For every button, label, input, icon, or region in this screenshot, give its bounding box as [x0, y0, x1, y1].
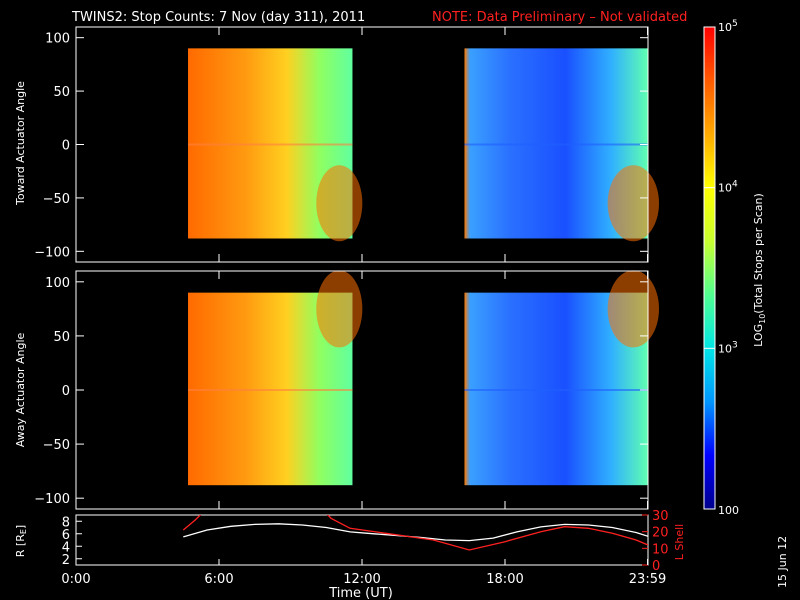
high-count-region	[316, 165, 363, 242]
y-tick-label: 0	[62, 384, 70, 399]
ylabel-radius: R [RE]	[14, 525, 28, 557]
colorbar-label-base: LOG	[752, 324, 765, 347]
panel-toward-heatmap: 100 50 0 −50 −100	[34, 26, 660, 263]
y-tick-label-left: 2	[62, 553, 70, 568]
colorbar-tick-exp: 3	[732, 340, 738, 350]
x-tick-label: 6:00	[204, 572, 233, 587]
colorbar-tick-label: 104	[718, 180, 738, 195]
y-tick-label: −50	[43, 438, 70, 453]
y-tick-label: 100	[45, 32, 70, 47]
colorbar-label-rest: (Total Stops per Scan)	[752, 193, 765, 314]
colorbar-tick-base: 10	[718, 342, 732, 355]
y-tick-label: −100	[34, 245, 70, 260]
colorbar-label: LOG10(Total Stops per Scan)	[752, 193, 767, 347]
y-tick-label: −50	[43, 192, 70, 207]
colorbar-label-sub: 10	[758, 314, 767, 324]
radius-line	[183, 523, 648, 542]
ylabel-radius-sub: E	[19, 529, 28, 534]
lshell-line	[182, 515, 648, 551]
colorbar-tick-label: 105	[718, 19, 738, 34]
panel-away-heatmap: 100 50 0 −50 −100	[34, 270, 660, 510]
date-stamp: 15 Jun 12	[776, 536, 789, 588]
colorbar-scale	[703, 26, 716, 510]
y-tick-label-left: 6	[62, 528, 70, 543]
ylabel-toward: Toward Actuator Angle	[14, 81, 27, 206]
xlabel-time: Time (UT)	[328, 586, 393, 600]
colorbar-tick-base: 10	[718, 21, 732, 34]
y-tick-label: 50	[53, 330, 70, 345]
orbit-frame	[75, 514, 649, 566]
high-count-region	[607, 165, 660, 242]
colorbar-tick-base: 100	[718, 504, 739, 517]
ylabel-radius-end: ]	[14, 525, 27, 529]
data-note: NOTE: Data Preliminary – Not validated	[432, 10, 687, 25]
y-tick-label: 50	[53, 85, 70, 100]
y-tick-label-right: 0	[652, 559, 660, 574]
x-tick-label: 23:59	[629, 572, 666, 587]
colorbar-tick-label: 100	[718, 504, 739, 517]
y-tick-label-left: 4	[62, 540, 70, 555]
high-count-region	[607, 270, 660, 348]
colorbar-tick-label: 103	[718, 340, 738, 355]
y-tick-label-right: 30	[652, 509, 669, 524]
ylabel-away: Away Actuator Angle	[14, 332, 27, 447]
ylabel-lshell: L Shell	[673, 524, 686, 560]
y-tick-label: 100	[45, 276, 70, 291]
x-tick-label: 18:00	[486, 572, 523, 587]
high-count-region	[316, 270, 363, 348]
y-tick-label-right: 20	[652, 526, 669, 541]
y-tick-label-left: 8	[62, 515, 70, 530]
y-tick-label: 0	[62, 139, 70, 154]
chart-title: TWINS2: Stop Counts: 7 Nov (day 311), 20…	[71, 10, 365, 25]
y-tick-label: −100	[34, 492, 70, 507]
ylabel-radius-base: R [R	[14, 534, 27, 557]
y-tick-label-right: 10	[652, 542, 669, 557]
x-tick-label: 12:00	[343, 572, 380, 587]
colorbar-tick-base: 10	[718, 182, 732, 195]
colorbar-tick-exp: 4	[732, 180, 738, 190]
x-tick-label: 0:00	[61, 572, 90, 587]
colorbar-tick-exp: 5	[732, 19, 738, 29]
